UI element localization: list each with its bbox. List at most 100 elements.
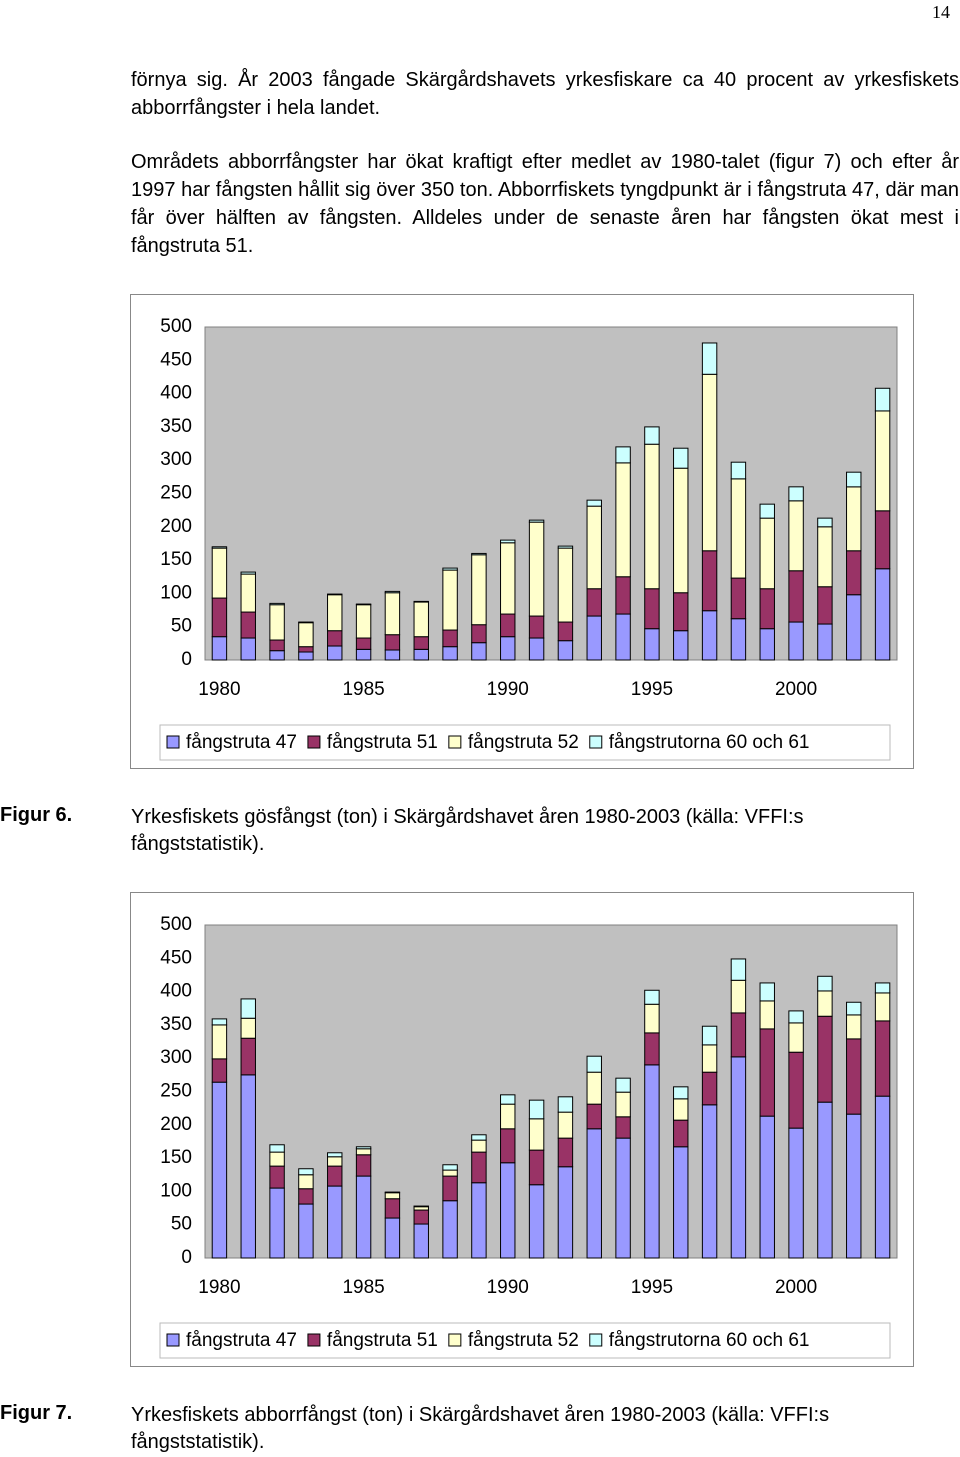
bar-segment [298,646,314,653]
bar-segment [413,601,429,638]
legend-label: fångstruta 52 [468,1330,579,1351]
bar-segment [730,618,747,661]
bar-segment [874,992,891,1022]
y-tick-label: 350 [160,416,192,437]
bar-segment [673,1098,689,1121]
bar-segment [817,1101,833,1259]
bar-segment [615,462,631,578]
bar-segment [528,637,545,661]
bar-segment [788,1010,804,1024]
page-number: 14 [932,2,950,22]
bar-segment [269,1144,285,1153]
bar-segment [500,1162,516,1259]
bar-segment [298,1188,314,1205]
bar-segment [874,510,891,570]
bar-segment [586,1071,602,1105]
bar-segment [557,1166,574,1259]
y-tick-label: 50 [171,1214,192,1235]
bar-segment [644,1064,660,1259]
bar-segment [701,342,718,375]
y-tick-label: 250 [160,1081,192,1102]
legend-label: fångstruta 51 [327,732,438,753]
bar-segment [240,611,256,639]
bar-segment [528,521,545,617]
bar-segment [327,593,343,596]
bar-segment [269,1151,285,1167]
bar-segment [673,630,689,661]
bar-segment [817,1015,833,1103]
bar-segment [471,554,487,626]
y-tick-label: 300 [160,449,192,470]
bar-segment [557,1111,574,1139]
y-tick-label: 350 [160,1014,192,1035]
bar-segment [355,1146,372,1150]
y-tick-label: 150 [160,549,192,570]
bar-segment [327,1152,343,1158]
bar-segment [211,1024,228,1060]
bar-segment [471,1151,487,1184]
bar-segment [240,1037,256,1076]
bar-segment [788,621,804,661]
bar-segment [413,1223,429,1259]
x-tick-label: 2000 [775,679,817,700]
bar-segment [759,1000,775,1030]
bar-segment [298,1203,314,1259]
bar-segment [327,645,343,661]
bar-segment [500,1103,516,1130]
legend-label: fångstruta 52 [468,732,579,753]
y-tick-label: 450 [160,947,192,968]
bar-segment [211,1081,228,1259]
bar-segment [644,628,660,661]
bar-segment [788,1051,804,1129]
bar-segment [615,1116,631,1139]
bar-segment [615,1137,631,1259]
bar-segment [846,550,862,596]
bar-segment [586,499,602,507]
legend-swatch [448,735,462,749]
y-tick-label: 400 [160,981,192,1002]
bar-segment [413,600,429,603]
legend-swatch [589,1333,603,1347]
bar-segment [384,1198,401,1219]
bar-segment [211,546,228,549]
bar-segment [557,640,574,661]
bar-segment [586,1128,602,1259]
y-tick-label: 400 [160,383,192,404]
bar-segment [701,1071,718,1106]
bar-segment [240,573,256,613]
bar-segment [269,1165,285,1189]
bar-segment [673,1146,689,1259]
bar-segment [471,1139,487,1153]
x-tick-label: 1985 [342,1277,384,1298]
bar-segment [355,1148,372,1156]
bar-segment [500,539,516,544]
bar-segment [384,649,401,661]
chart: 0 50 100 150 200 250 300 350 400 450 500 1980 1985 19… [130,294,914,769]
bar-segment [471,1182,487,1259]
bar-segment [413,636,429,650]
y-tick-label: 200 [160,516,192,537]
bar-segment [240,1074,256,1259]
legend-swatch [307,1333,321,1347]
bar-segment [644,588,660,630]
bar-segment [442,1169,458,1177]
legend-label: fångstrutorna 60 och 61 [609,1330,810,1351]
bar-segment [528,1149,545,1186]
legend-swatch [166,1333,180,1347]
bar-segment [442,567,458,571]
bar-segment [644,426,660,445]
bar-segment [528,519,545,523]
bar-segment [269,650,285,661]
bar-segment [442,1164,458,1171]
bar-segment [240,637,256,661]
legend-box [159,1322,891,1359]
bar-segment [730,979,747,1014]
figure-label: Figur 7. [0,1402,73,1424]
bar-segment [817,990,833,1017]
bar-segment [730,478,747,579]
bar-segment [327,594,343,632]
bar-segment [442,629,458,648]
bar-segment [701,550,718,612]
bar-segment [355,648,372,661]
legend-label: fångstruta 47 [186,1330,297,1351]
